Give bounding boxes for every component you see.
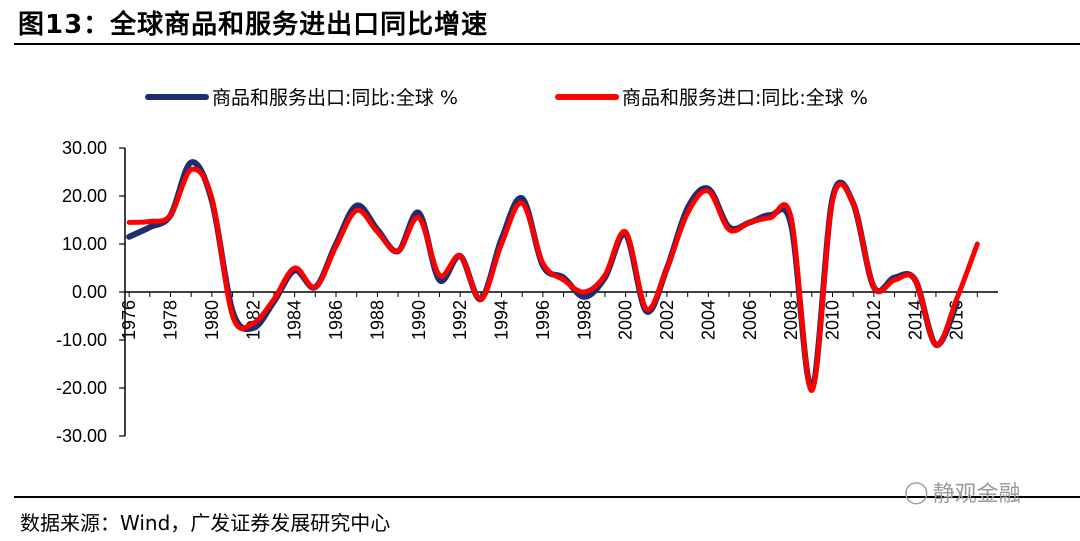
y-tick-label: 30.00 bbox=[62, 138, 107, 158]
x-tick-label: 1998 bbox=[574, 300, 594, 340]
x-tick-label: 2000 bbox=[616, 300, 636, 340]
x-tick-label: 1976 bbox=[119, 300, 139, 340]
x-tick-label: 2002 bbox=[657, 300, 677, 340]
x-tick-label: 1992 bbox=[450, 300, 470, 340]
x-tick-label: 2014 bbox=[905, 300, 925, 340]
x-tick-label: 2012 bbox=[864, 300, 884, 340]
x-tick-label: 1980 bbox=[202, 300, 222, 340]
x-tick-label: 1986 bbox=[326, 300, 346, 340]
legend-label-import: 商品和服务进口:同比:全球 % bbox=[622, 87, 868, 109]
x-tick-label: 2004 bbox=[698, 300, 718, 340]
x-tick-label: 1996 bbox=[533, 300, 553, 340]
y-tick-label: -30.00 bbox=[56, 426, 107, 446]
legend-label-export: 商品和服务出口:同比:全球 % bbox=[212, 87, 458, 109]
axes: 30.00 20.00 10.00 0.00 -10.00 -20.00 -30.00 197… bbox=[56, 138, 998, 446]
y-tick-label: -20.00 bbox=[56, 378, 107, 398]
y-tick-label: -10.00 bbox=[56, 330, 107, 350]
x-tick-label: 2006 bbox=[740, 300, 760, 340]
y-tick-label: 0.00 bbox=[72, 282, 107, 302]
chart-title: 图13：全球商品和服务进出口同比增速 bbox=[18, 10, 489, 40]
x-tick-label: 1994 bbox=[492, 300, 512, 340]
wechat-icon: ◯ bbox=[904, 479, 929, 505]
watermark-text: 静观金融 bbox=[932, 482, 1021, 507]
watermark: ◯ 静观金融 bbox=[904, 476, 1021, 508]
x-tick-label: 1978 bbox=[161, 300, 181, 340]
legend: 商品和服务出口:同比:全球 % 商品和服务进口:同比:全球 % bbox=[145, 87, 868, 109]
x-tick-label: 1988 bbox=[367, 300, 387, 340]
x-tick-label: 1990 bbox=[409, 300, 429, 340]
x-tick-label: 1984 bbox=[285, 300, 305, 340]
bottom-rule bbox=[14, 496, 1080, 498]
series-lines bbox=[126, 159, 980, 393]
y-tick-label: 10.00 bbox=[62, 234, 107, 254]
series-line-import bbox=[126, 166, 980, 393]
x-tick-label: 2010 bbox=[823, 300, 843, 340]
top-rule bbox=[14, 43, 1080, 45]
source-note: 数据来源：Wind，广发证券发展研究中心 bbox=[20, 511, 391, 535]
x-tick-label: 2008 bbox=[781, 300, 801, 340]
y-tick-label: 20.00 bbox=[62, 186, 107, 206]
